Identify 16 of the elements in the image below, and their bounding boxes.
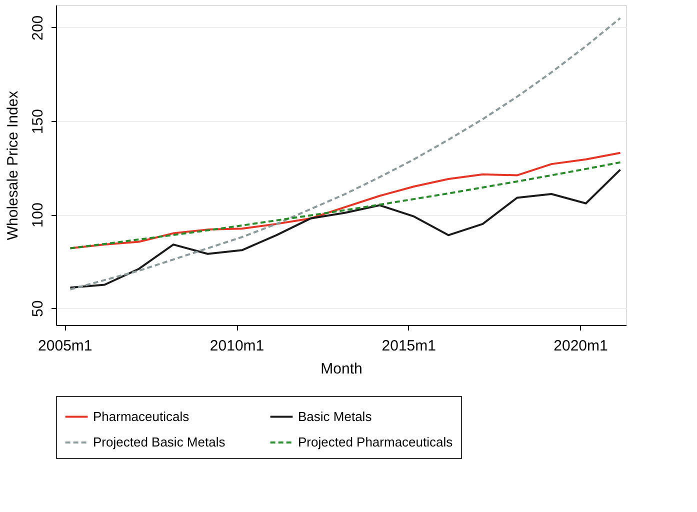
x-axis-title: Month: [320, 360, 362, 378]
y-tick-label: 50: [30, 300, 46, 317]
legend-label: Projected Basic Metals: [93, 434, 226, 450]
y-tick-label: 200: [30, 15, 46, 40]
x-tick-label: 2010m1: [210, 338, 264, 354]
x-tick-label: 2015m1: [382, 338, 436, 354]
line-series: [69, 17, 622, 290]
legend-label: Pharmaceuticals: [93, 408, 190, 424]
y-axis-title: Wholesale Price Index: [4, 90, 22, 240]
y-tick-label: 150: [30, 109, 46, 134]
legend-label: Projected Pharmaceuticals: [298, 434, 454, 450]
line-series: [69, 168, 622, 289]
y-tick-label: 100: [30, 202, 46, 228]
x-tick-label: 2005m1: [38, 338, 92, 354]
x-tick-label: 2020m1: [554, 338, 608, 354]
legend-label: Basic Metals: [298, 408, 372, 424]
